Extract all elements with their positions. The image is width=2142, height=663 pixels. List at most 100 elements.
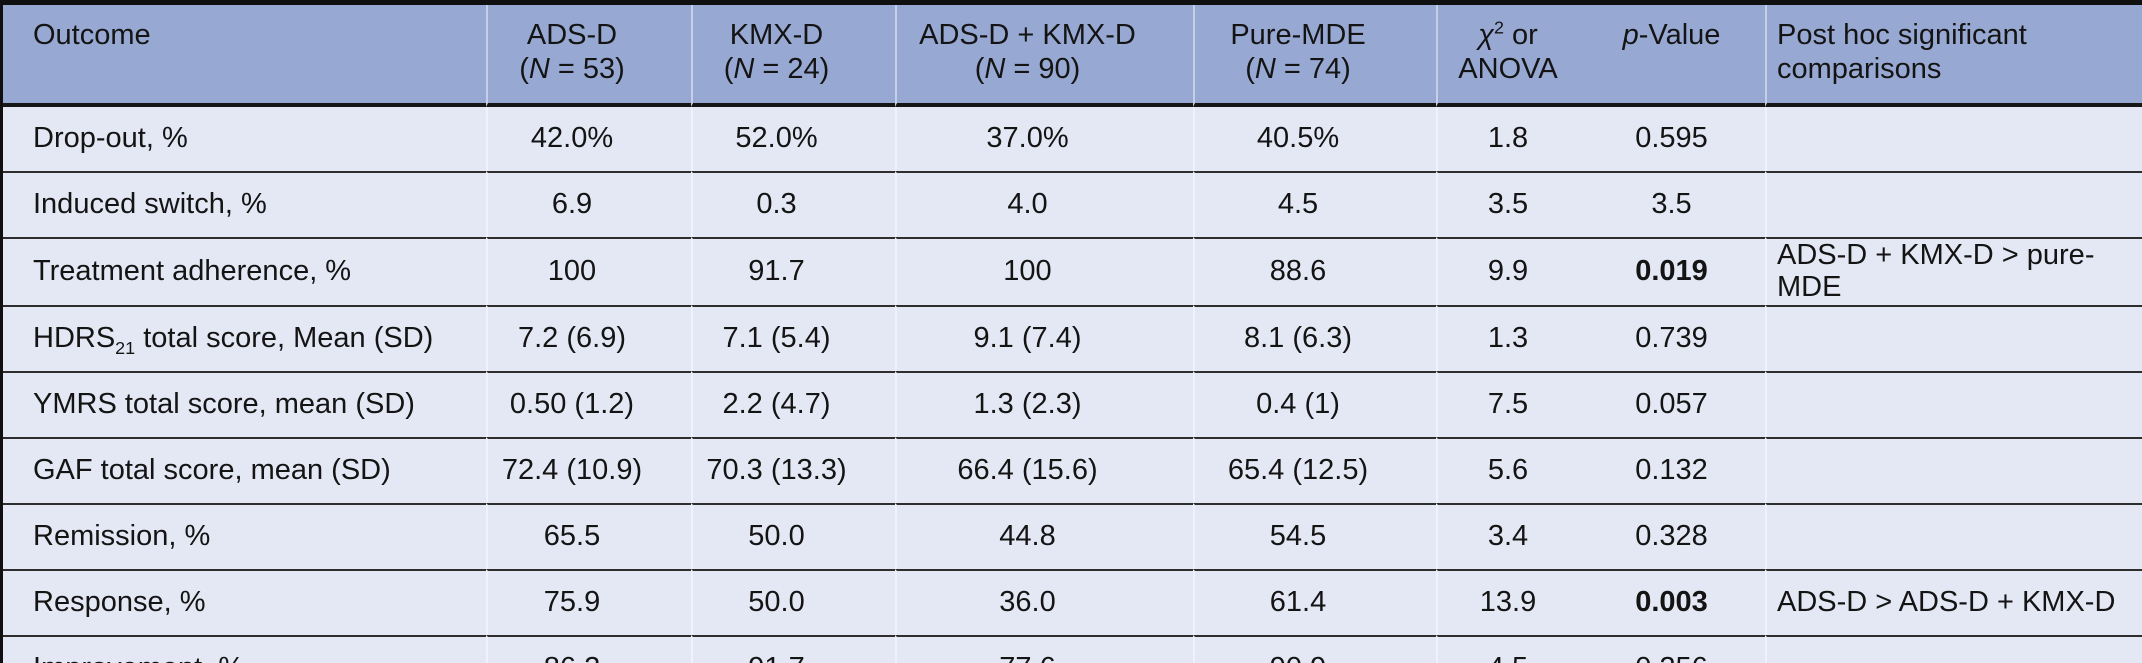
cell-outcome: Induced switch, % <box>3 171 486 237</box>
table-header: Outcome ADS-D (N = 53) KMX-D (N = 24) ADS-D +… <box>3 5 2142 107</box>
cell-post-hoc <box>1765 171 2142 237</box>
cell-ads-d: 75.9 <box>486 568 691 635</box>
cell-post-hoc <box>1765 107 2142 171</box>
cell-chi: 3.5 <box>1436 171 1613 237</box>
header-line: p-Value <box>1622 19 1721 51</box>
cell-outcome: Response, % <box>3 568 486 635</box>
header-line: ANOVA <box>1458 53 1558 85</box>
cell-outcome: YMRS total score, mean (SD) <box>3 370 486 437</box>
cell-ads-d: 100 <box>486 237 691 305</box>
cell-chi: 7.5 <box>1436 370 1613 437</box>
header-line: Outcome <box>33 19 151 51</box>
header-line: ADS-D <box>526 19 618 51</box>
cell-p-value: 0.019 <box>1613 237 1765 305</box>
header-line: ADS-D + KMX-D <box>919 19 1136 51</box>
cell-pure-mde: 90.9 <box>1193 634 1436 663</box>
cell-post-hoc <box>1765 370 2142 437</box>
cell-ads-kmx: 100 <box>895 237 1193 305</box>
header-line: comparisons <box>1777 53 1942 85</box>
header-line: Post hoc significant <box>1777 19 2027 51</box>
cell-outcome: Improvement, % <box>3 634 486 663</box>
cell-ads-kmx: 37.0% <box>895 107 1193 171</box>
cell-kmx-d: 91.7 <box>691 237 895 305</box>
cell-chi: 5.6 <box>1436 436 1613 503</box>
cell-ads-d: 6.9 <box>486 171 691 237</box>
column-header-ads_kmx: ADS-D + KMX-D (N = 90) <box>895 5 1193 107</box>
cell-pure-mde: 65.4 (12.5) <box>1193 436 1436 503</box>
cell-ads-d: 0.50 (1.2) <box>486 370 691 437</box>
cell-p-value: 0.739 <box>1613 304 1765 371</box>
cell-post-hoc <box>1765 436 2142 503</box>
cell-chi: 3.4 <box>1436 502 1613 569</box>
cell-kmx-d: 50.0 <box>691 502 895 569</box>
cell-kmx-d: 7.1 (5.4) <box>691 304 895 371</box>
table-row: GAF total score, mean (SD) 72.4 (10.9) 70.… <box>3 436 2142 503</box>
cell-outcome: GAF total score, mean (SD) <box>3 436 486 503</box>
cell-ads-kmx: 1.3 (2.3) <box>895 370 1193 437</box>
cell-pure-mde: 8.1 (6.3) <box>1193 304 1436 371</box>
cell-ads-d: 7.2 (6.9) <box>486 304 691 371</box>
cell-chi: 13.9 <box>1436 568 1613 635</box>
column-header-p: p-Value <box>1613 5 1765 107</box>
cell-ads-d: 65.5 <box>486 502 691 569</box>
header-line: Pure-MDE <box>1230 19 1366 51</box>
cell-pure-mde: 54.5 <box>1193 502 1436 569</box>
cell-kmx-d: 50.0 <box>691 568 895 635</box>
cell-kmx-d: 70.3 (13.3) <box>691 436 895 503</box>
table-row: HDRS21 total score, Mean (SD) 7.2 (6.9) 7.… <box>3 304 2142 371</box>
cell-post-hoc <box>1765 304 2142 371</box>
cell-outcome: HDRS21 total score, Mean (SD) <box>3 304 486 371</box>
cell-kmx-d: 2.2 (4.7) <box>691 370 895 437</box>
column-header-pure_mde: Pure-MDE (N = 74) <box>1193 5 1436 107</box>
cell-p-value: 0.003 <box>1613 568 1765 635</box>
cell-pure-mde: 40.5% <box>1193 107 1436 171</box>
table-row: Treatment adherence, % 100 91.7 100 88.6 9.9 0… <box>3 237 2142 305</box>
cell-kmx-d: 52.0% <box>691 107 895 171</box>
cell-ads-kmx: 44.8 <box>895 502 1193 569</box>
cell-chi: 9.9 <box>1436 237 1613 305</box>
column-header-posthoc: Post hoc significant comparisons <box>1765 5 2142 107</box>
cell-ads-kmx: 36.0 <box>895 568 1193 635</box>
table-row: YMRS total score, mean (SD) 0.50 (1.2) 2.2… <box>3 370 2142 437</box>
table-row: Remission, % 65.5 50.0 44.8 54.5 3.4 0.328 <box>3 502 2142 569</box>
header-line: χ2 or <box>1478 17 1538 51</box>
header-line: (N = 74) <box>1245 53 1351 85</box>
cell-post-hoc: ADS-D + KMX-D > pure-MDE <box>1765 237 2142 305</box>
cell-post-hoc: ADS-D > ADS-D + KMX-D <box>1765 568 2142 635</box>
column-header-outcome: Outcome <box>3 5 486 107</box>
table-row: Improvement, %86.291.777.690.94.50.256 <box>3 634 2142 663</box>
cell-chi: 1.3 <box>1436 304 1613 371</box>
column-header-kmx_d: KMX-D (N = 24) <box>691 5 895 107</box>
cell-p-value: 3.5 <box>1613 171 1765 237</box>
cell-ads-d: 72.4 (10.9) <box>486 436 691 503</box>
cell-chi: 4.5 <box>1436 634 1613 663</box>
header-line: KMX-D <box>729 19 824 51</box>
cell-pure-mde: 61.4 <box>1193 568 1436 635</box>
cell-outcome: Treatment adherence, % <box>3 237 486 305</box>
header-line: (N = 24) <box>723 53 830 85</box>
cell-pure-mde: 4.5 <box>1193 171 1436 237</box>
header-line: (N = 53) <box>519 53 625 85</box>
cell-p-value: 0.595 <box>1635 122 1708 155</box>
cell-ads-kmx: 66.4 (15.6) <box>895 436 1193 503</box>
column-header-chi: χ2 or ANOVA <box>1436 5 1613 107</box>
cell-post-hoc <box>1765 634 2142 663</box>
header-row: Outcome ADS-D (N = 53) KMX-D (N = 24) ADS-D +… <box>3 5 2142 107</box>
cell-p-value: 0.328 <box>1613 502 1765 569</box>
cell-post-hoc <box>1765 502 2142 569</box>
cell-outcome: Remission, % <box>3 502 486 569</box>
cell-pure-mde: 88.6 <box>1193 237 1436 305</box>
cell-ads-d: 42.0% <box>486 107 691 171</box>
cell-ads-d: 86.2 <box>486 634 691 663</box>
cell-p-value: 0.256 <box>1613 634 1765 663</box>
cell-pure-mde: 0.4 (1) <box>1193 370 1436 437</box>
cell-p-value: 0.057 <box>1613 370 1765 437</box>
cell-ads-kmx: 77.6 <box>895 634 1193 663</box>
header-line: (N = 90) <box>974 53 1081 85</box>
cell-p-value: 0.132 <box>1613 436 1765 503</box>
table-row: Induced switch, % 6.9 0.3 4.0 4.5 3.5 3.5 <box>3 171 2142 237</box>
cell-kmx-d: 91.7 <box>691 634 895 663</box>
table-row: Response, % 75.9 50.0 36.0 61.4 13.9 0.003 ADS-… <box>3 568 2142 635</box>
